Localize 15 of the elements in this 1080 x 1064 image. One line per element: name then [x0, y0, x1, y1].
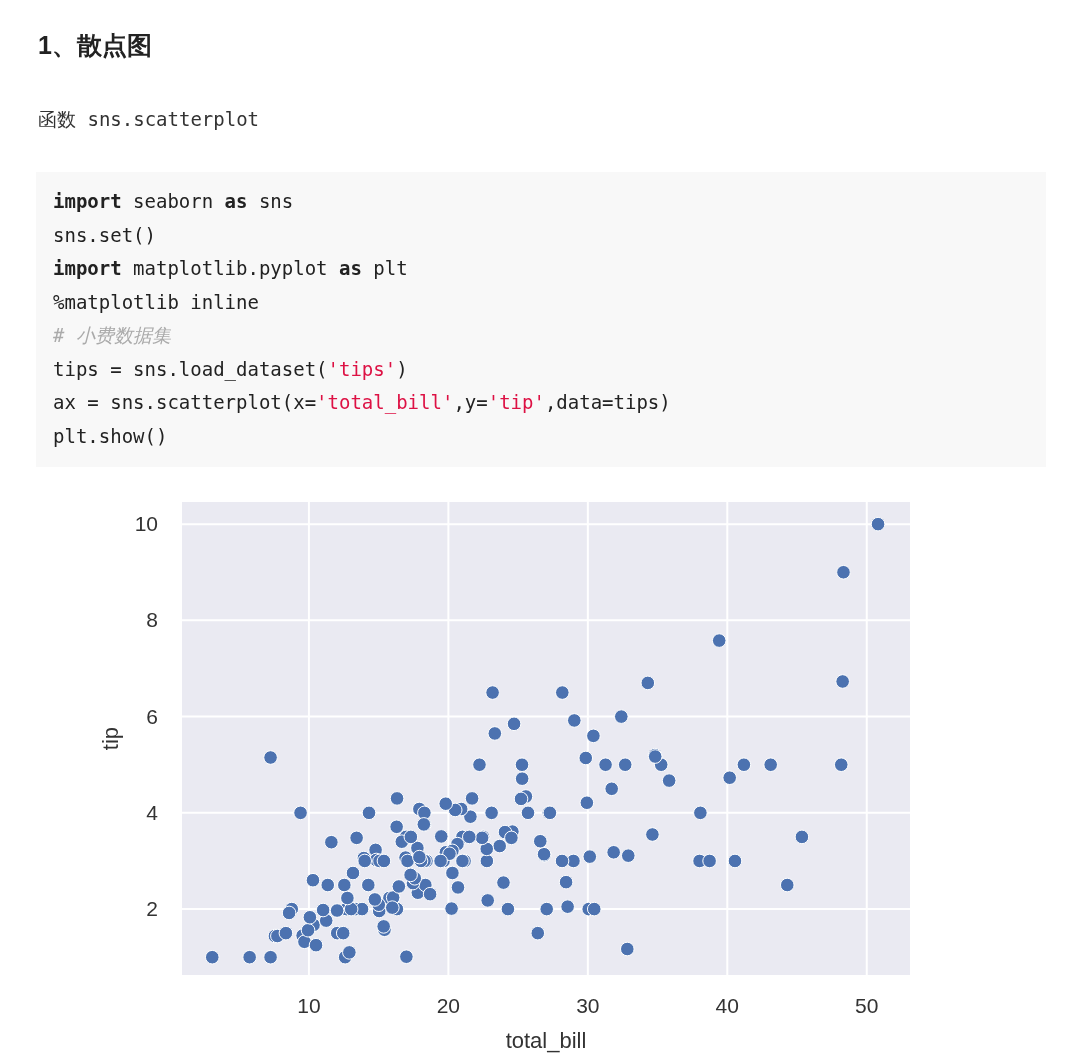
y-tick-label: 6: [146, 704, 158, 728]
x-tick-label: 40: [715, 994, 739, 1017]
y-tick-label: 2: [146, 897, 158, 921]
chart-title: 1、散点图: [38, 31, 152, 59]
y-tick-label: 10: [134, 512, 158, 536]
x-tick-label: 10: [297, 994, 321, 1017]
x-tick-label: 50: [855, 994, 879, 1017]
y-tick-label: 4: [146, 800, 159, 824]
x-axis-title: total_bill: [505, 1028, 587, 1053]
chart-subtitle: 函数 sns.scatterplot: [38, 108, 260, 130]
y-tick-label: 8: [146, 608, 158, 632]
y-axis-title: tip: [98, 726, 123, 751]
code: import seaborn as sns sns.set() import matplotlib.pyplot as plt %matplotlib inline # 小费数据集 tips = sns.load_dataset('tips') ax = sns.scatterplot(x='total_bill',y='tip',data=tips) plt.show(): [53, 190, 671, 447]
x-tick-label: 20: [436, 994, 461, 1017]
x-tick-label: 30: [576, 994, 600, 1017]
